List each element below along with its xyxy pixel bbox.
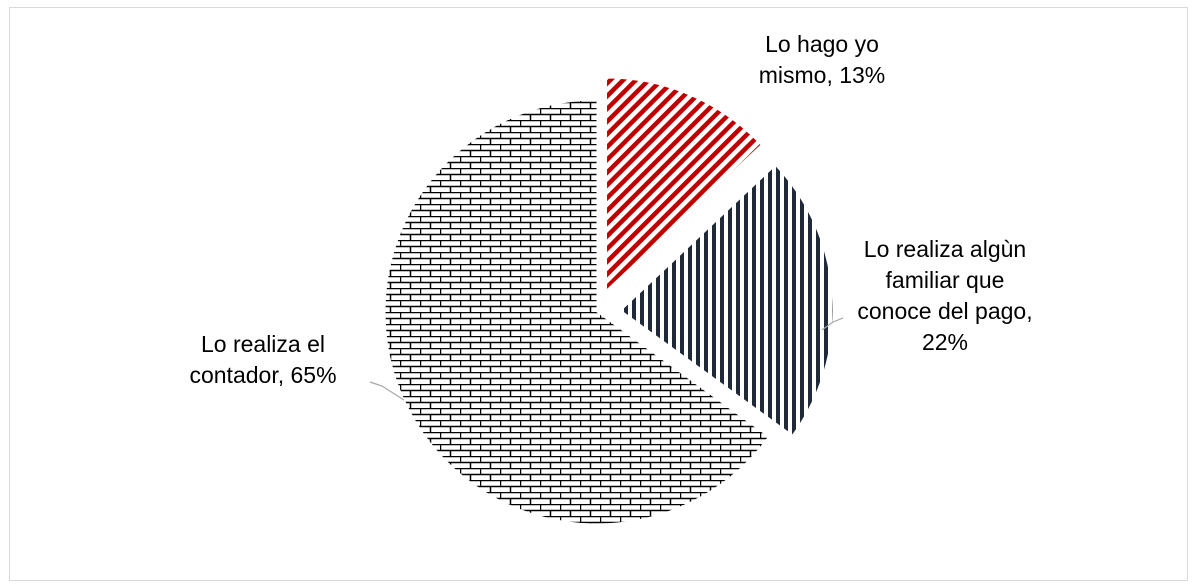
slice-familiar-label-line: conoce del pago,: [857, 298, 1032, 324]
slice-contador: [384, 99, 770, 525]
slice-lo-hago-yo-mismo-label-line: Lo hago yo: [765, 31, 879, 57]
slice-contador-label-line: Lo realiza el: [201, 331, 325, 357]
slice-lo-hago-yo-mismo-label: Lo hago yo mismo, 13%: [759, 31, 886, 88]
slice-familiar-label-line: 22%: [922, 329, 968, 355]
slice-contador-label-line: contador, 65%: [189, 362, 336, 388]
slice-lo-hago-yo-mismo-label-line: mismo, 13%: [759, 62, 886, 88]
leader-line-contador: [369, 381, 405, 401]
slice-contador-label: Lo realiza el contador, 65%: [189, 331, 336, 388]
leader-line-familiar: [821, 317, 844, 331]
slice-lo-hago-yo-mismo: [606, 77, 762, 292]
slice-familiar: [620, 164, 834, 436]
slice-familiar-label: Lo realiza algùn familiar que conoce del p…: [857, 236, 1032, 355]
slice-familiar-label-line: familiar que: [886, 267, 1005, 293]
slice-familiar-label-line: Lo realiza algùn: [864, 236, 1026, 262]
